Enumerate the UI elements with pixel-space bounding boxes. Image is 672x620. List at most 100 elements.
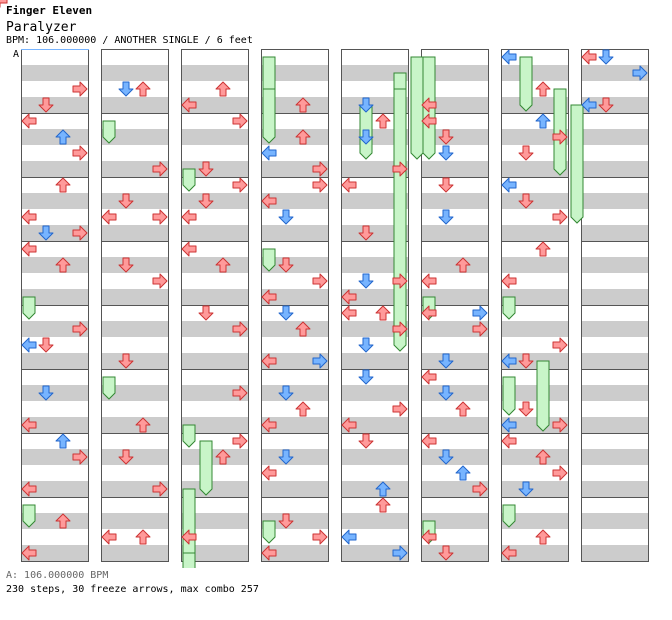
arrow-up-icon bbox=[215, 257, 231, 273]
freeze-arrow bbox=[182, 424, 196, 448]
arrow-left-icon bbox=[421, 529, 437, 545]
arrow-up-icon bbox=[535, 81, 551, 97]
arrow-right-icon bbox=[552, 417, 568, 433]
freeze-arrow bbox=[102, 376, 116, 400]
arrow-right-icon bbox=[72, 449, 88, 465]
arrow-left-icon bbox=[581, 97, 597, 113]
arrow-down-icon bbox=[358, 97, 374, 113]
arrow-right-icon bbox=[552, 465, 568, 481]
freeze-arrow bbox=[502, 296, 516, 320]
freeze-arrow bbox=[22, 296, 36, 320]
freeze-arrow bbox=[410, 56, 424, 160]
arrow-down-icon bbox=[518, 353, 534, 369]
arrow-up-icon bbox=[135, 529, 151, 545]
arrow-right-icon bbox=[552, 209, 568, 225]
arrow-up-icon bbox=[295, 401, 311, 417]
chart-column-border bbox=[581, 49, 649, 562]
measure-stripe bbox=[101, 513, 169, 529]
measure-stripe bbox=[181, 385, 249, 401]
measure-stripe bbox=[261, 193, 329, 209]
measure-stripe bbox=[261, 65, 329, 81]
arrow-left-icon bbox=[261, 353, 277, 369]
measure-stripe bbox=[501, 321, 569, 337]
arrow-left-icon bbox=[21, 481, 37, 497]
arrow-down-icon bbox=[518, 145, 534, 161]
arrow-right-icon bbox=[392, 321, 408, 337]
arrow-right-icon bbox=[232, 177, 248, 193]
arrow-layer bbox=[0, 0, 648, 561]
arrow-left-icon bbox=[261, 193, 277, 209]
measure-stripe bbox=[261, 481, 329, 497]
measure-stripe bbox=[341, 193, 409, 209]
freeze-arrow bbox=[102, 120, 116, 144]
arrow-down-icon bbox=[278, 209, 294, 225]
arrow-right-icon bbox=[232, 385, 248, 401]
chart-info: BPM: 106.000000 / ANOTHER SINGLE / 6 fee… bbox=[6, 35, 253, 46]
measure-stripe bbox=[21, 225, 89, 241]
arrow-left-icon bbox=[21, 545, 37, 561]
arrow-down-icon bbox=[38, 385, 54, 401]
chart-column-border bbox=[421, 49, 489, 562]
arrow-down-icon bbox=[598, 97, 614, 113]
arrow-down-icon bbox=[598, 49, 614, 65]
measure-stripe bbox=[21, 161, 89, 177]
arrow-up-icon bbox=[375, 497, 391, 513]
arrow-up-icon bbox=[455, 465, 471, 481]
measure-stripe bbox=[501, 97, 569, 113]
measure-stripe bbox=[101, 65, 169, 81]
measure-stripe bbox=[101, 385, 169, 401]
arrow-left-icon bbox=[341, 529, 357, 545]
measure-stripe bbox=[341, 289, 409, 305]
arrow-down-icon bbox=[358, 129, 374, 145]
measure-stripe bbox=[341, 417, 409, 433]
measure-stripe bbox=[581, 449, 649, 465]
arrow-left-icon bbox=[181, 529, 197, 545]
arrow-down-icon bbox=[278, 449, 294, 465]
arrow-left-icon bbox=[421, 273, 437, 289]
measure-stripe bbox=[21, 545, 89, 561]
measure-stripe bbox=[581, 289, 649, 305]
arrow-down-icon bbox=[438, 449, 454, 465]
measure-stripe bbox=[421, 289, 489, 305]
arrow-up-icon bbox=[455, 257, 471, 273]
measure-stripe bbox=[21, 513, 89, 529]
arrow-left-icon bbox=[501, 353, 517, 369]
measure-stripe bbox=[21, 289, 89, 305]
arrow-down-icon bbox=[278, 305, 294, 321]
arrow-left-icon bbox=[341, 289, 357, 305]
measure-stripe bbox=[501, 385, 569, 401]
measure-stripe bbox=[501, 193, 569, 209]
measure-stripe bbox=[181, 481, 249, 497]
measure-stripe bbox=[21, 481, 89, 497]
measure-stripe bbox=[581, 545, 649, 561]
chart-column-border bbox=[261, 49, 329, 562]
arrow-right-icon bbox=[312, 353, 328, 369]
measure-stripe bbox=[181, 97, 249, 113]
measure-stripe bbox=[261, 321, 329, 337]
arrow-right-icon bbox=[72, 225, 88, 241]
measure-stripe bbox=[341, 97, 409, 113]
arrow-left-icon bbox=[21, 337, 37, 353]
measure-stripe bbox=[421, 257, 489, 273]
measure-stripe bbox=[21, 65, 89, 81]
arrow-up-icon bbox=[455, 401, 471, 417]
arrow-down-icon bbox=[358, 273, 374, 289]
arrow-right-icon bbox=[152, 161, 168, 177]
arrow-left-icon bbox=[581, 49, 597, 65]
measure-stripe bbox=[21, 321, 89, 337]
arrow-right-icon bbox=[392, 161, 408, 177]
arrow-left-icon bbox=[341, 177, 357, 193]
measure-stripe bbox=[421, 481, 489, 497]
measure-stripe bbox=[581, 321, 649, 337]
measure-stripe bbox=[181, 449, 249, 465]
measure-stripe bbox=[181, 65, 249, 81]
measure-stripe bbox=[421, 321, 489, 337]
measure-stripe bbox=[101, 545, 169, 561]
measure-stripe bbox=[101, 161, 169, 177]
arrow-up-icon bbox=[535, 449, 551, 465]
measure-stripe bbox=[421, 513, 489, 529]
freeze-arrow bbox=[536, 360, 550, 432]
measure-stripe bbox=[421, 353, 489, 369]
arrow-down-icon bbox=[278, 513, 294, 529]
measure-stripe bbox=[421, 161, 489, 177]
